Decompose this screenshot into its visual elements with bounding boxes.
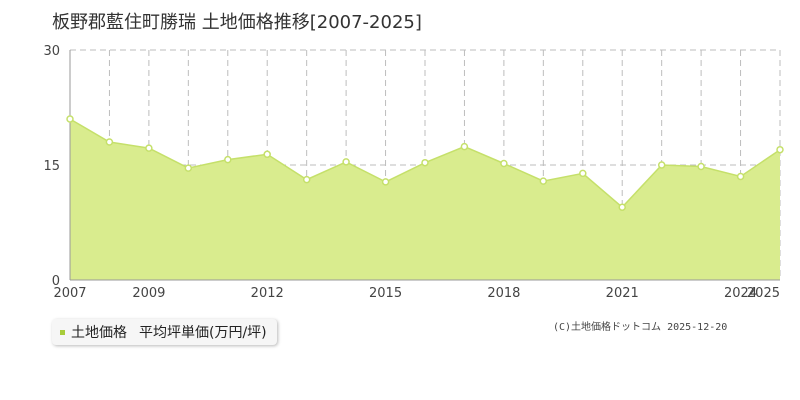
legend-sublabel: 平均坪単価(万円/坪) (139, 325, 267, 341)
data-point (421, 158, 429, 167)
chart-title: 板野郡藍住町勝瑞 土地価格推移[2007-2025] (52, 12, 422, 33)
data-point (776, 145, 784, 154)
data-point (697, 162, 705, 171)
data-point (460, 142, 469, 151)
data-point (66, 115, 74, 123)
x-tick-label: 2007 (53, 286, 86, 301)
data-point (500, 159, 508, 168)
x-tick-label: 2015 (369, 286, 402, 301)
y-tick-label: 30 (43, 44, 60, 59)
data-point (657, 161, 666, 169)
data-point (105, 138, 114, 146)
x-tick-label: 2025 (747, 286, 780, 301)
series-area-fill (70, 119, 780, 280)
data-point (302, 175, 311, 184)
x-tick-label: 2009 (132, 286, 165, 301)
x-tick-label: 2012 (251, 286, 284, 301)
data-point (736, 172, 745, 181)
data-point (145, 144, 153, 152)
data-point (381, 178, 390, 186)
data-point (342, 158, 350, 166)
x-tick-label: 2024 (724, 286, 757, 301)
axes (69, 50, 780, 281)
data-points (66, 115, 784, 211)
x-tick-label: 2021 (606, 286, 639, 301)
x-tick-label: 2018 (487, 286, 520, 301)
data-point (184, 164, 193, 172)
chart-legend: 土地価格 平均坪単価(万円/坪) (52, 319, 277, 345)
data-point (263, 150, 271, 159)
y-tick-label: 15 (43, 159, 60, 174)
data-point (539, 177, 548, 185)
legend-marker-icon (60, 329, 65, 335)
y-tick-label: 0 (52, 274, 60, 289)
data-point (224, 155, 232, 164)
copyright-text: (C)土地価格ドットコム 2025-12-20 (553, 322, 728, 333)
legend-label: 土地価格 (71, 325, 127, 341)
data-point (579, 169, 587, 178)
y-tick-labels: 0 15 30 (43, 44, 60, 289)
data-point (618, 203, 626, 211)
